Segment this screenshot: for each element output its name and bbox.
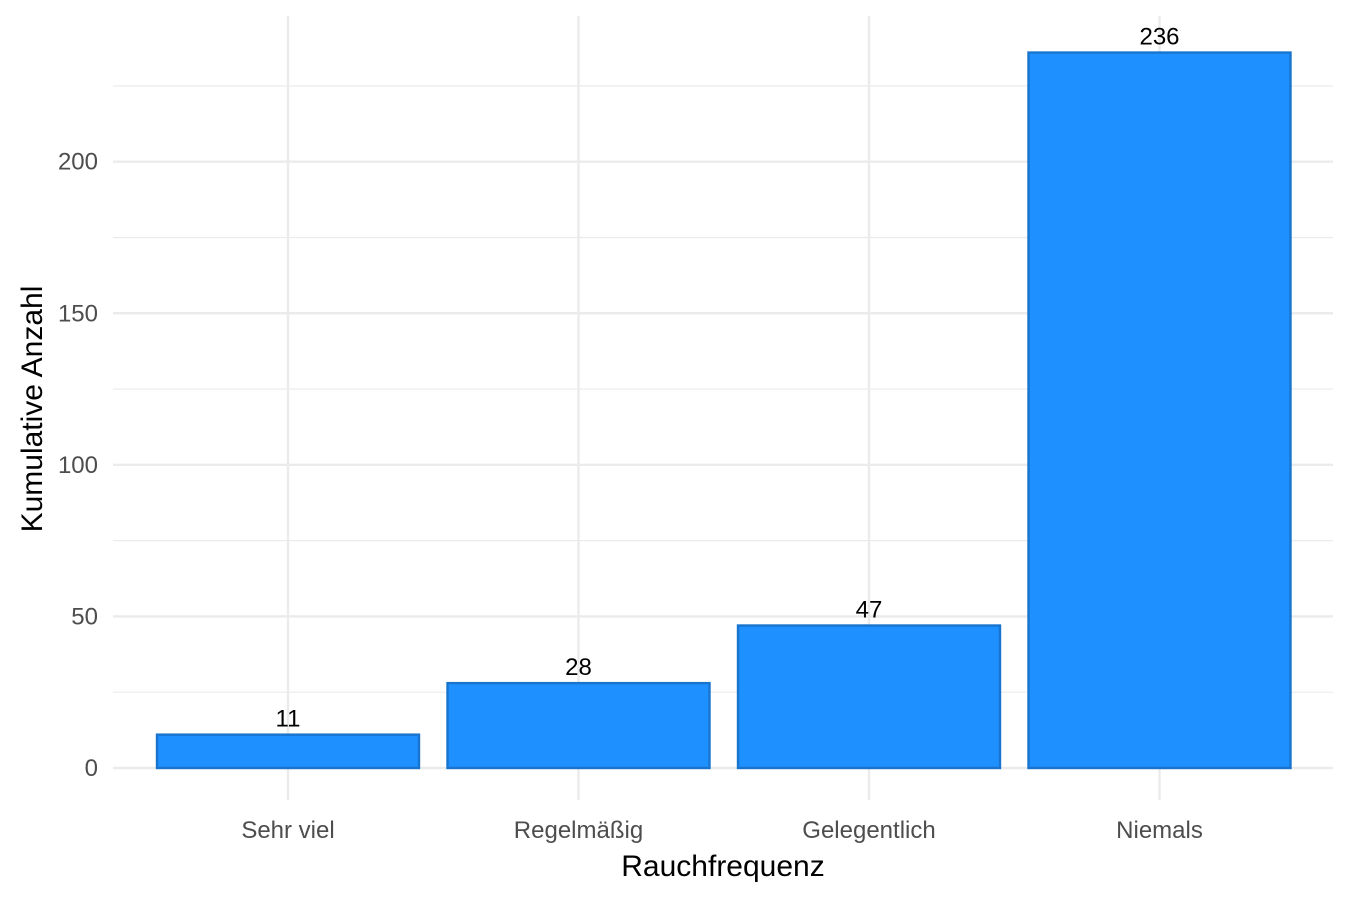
bar [736, 624, 1002, 770]
x-axis-tick-labels: Sehr viel Regelmäßig Gelegentlich Niemals [241, 817, 1203, 844]
data-label: 236 [1139, 24, 1179, 51]
y-axis-title: Kumulative Anzahl [16, 286, 49, 533]
bar [155, 733, 421, 770]
data-label: 47 [856, 597, 883, 624]
bar [446, 681, 711, 770]
x-tick-label: Niemals [1116, 817, 1203, 844]
bar [1027, 51, 1292, 770]
x-tick-label: Gelegentlich [802, 817, 935, 844]
data-label: 28 [565, 654, 592, 681]
y-axis-tick-labels: 0 50 100 150 200 [58, 149, 98, 782]
x-tick-label: Regelmäßig [514, 817, 643, 844]
y-tick-label: 0 [85, 755, 98, 782]
y-tick-label: 100 [58, 452, 98, 479]
y-tick-label: 50 [71, 603, 98, 630]
x-axis-title: Rauchfrequenz [621, 850, 824, 883]
data-labels: 11 28 47 236 [276, 24, 1180, 733]
data-label: 11 [276, 706, 301, 733]
bars [155, 51, 1292, 770]
x-tick-label: Sehr viel [241, 817, 334, 844]
y-tick-label: 150 [58, 300, 98, 327]
y-tick-label: 200 [58, 149, 98, 176]
